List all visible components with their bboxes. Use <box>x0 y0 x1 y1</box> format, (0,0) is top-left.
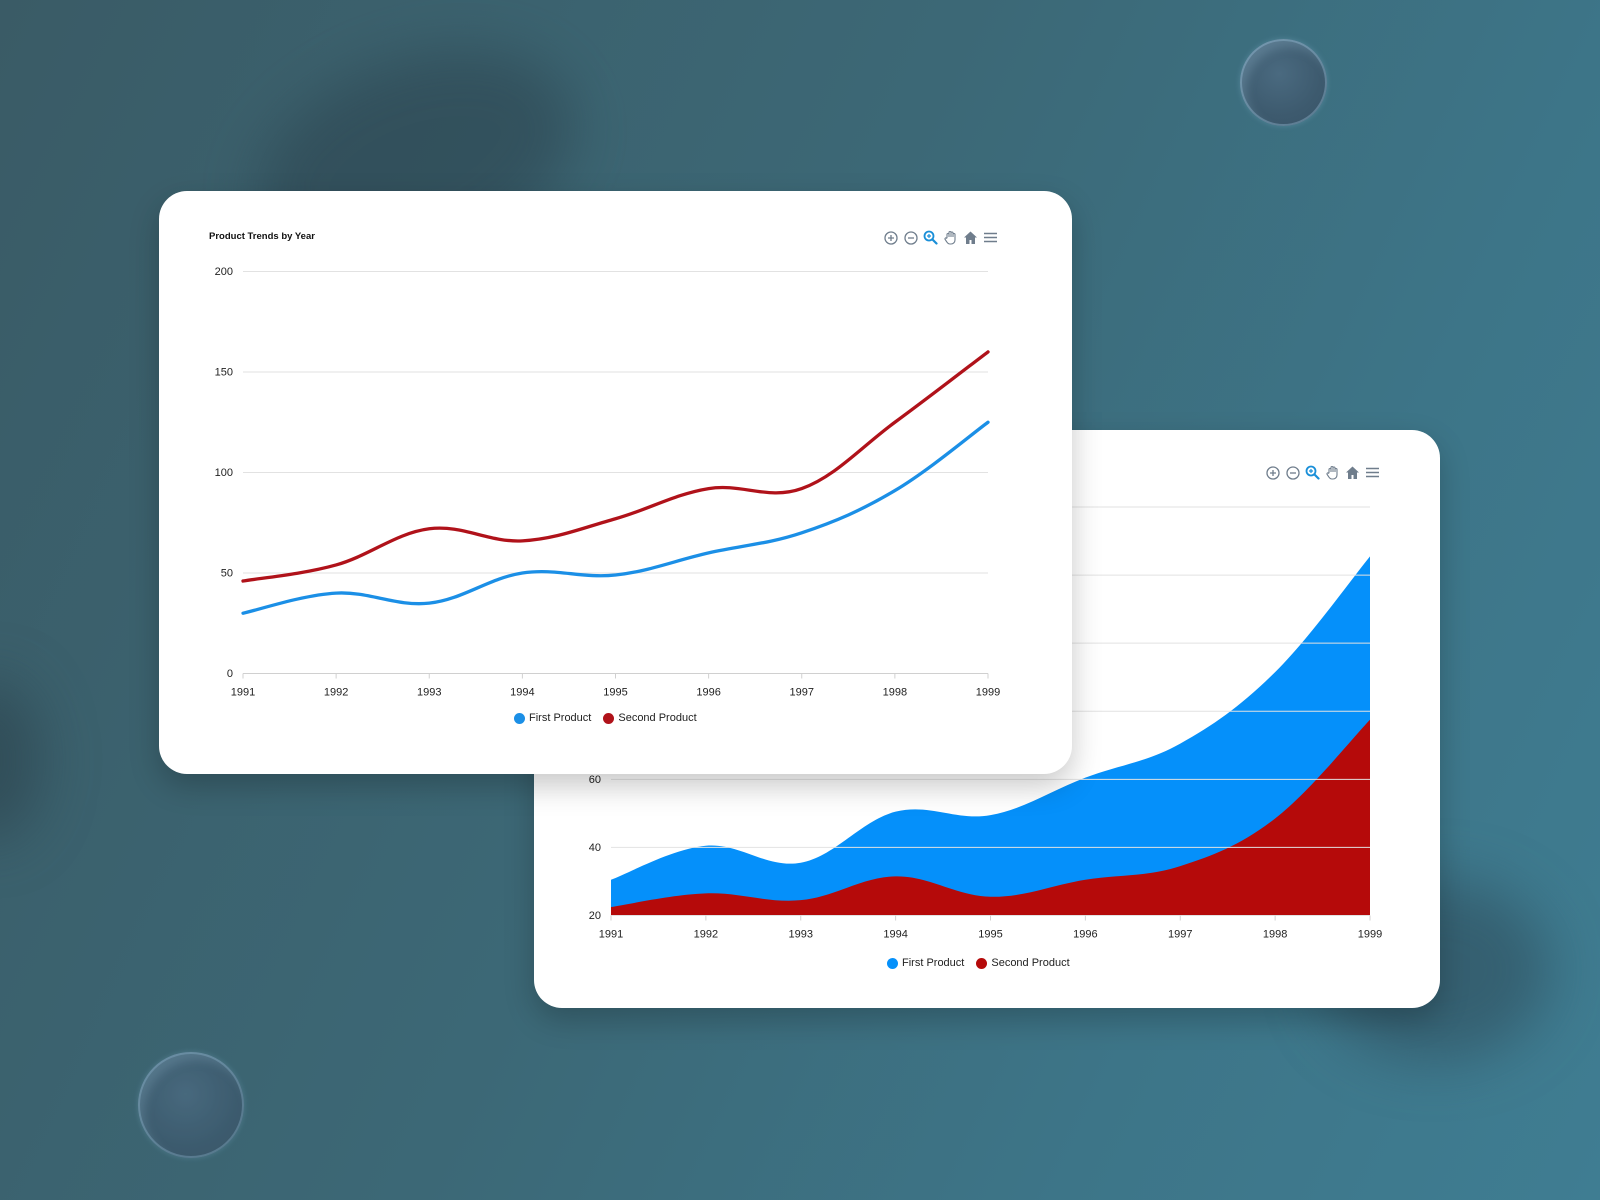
legend-label: First Product <box>529 712 592 724</box>
legend-marker-first <box>887 957 898 969</box>
line-chart-toolbar <box>883 230 998 245</box>
zoom-in-icon[interactable] <box>1265 465 1280 480</box>
zoom-out-icon[interactable] <box>903 230 918 245</box>
area-chart-legend: First Product Second Product <box>887 957 1070 969</box>
line-chart-card: Product Trends by Year First Product Sec… <box>159 191 1072 774</box>
background-blob <box>0 680 40 840</box>
background-bubble <box>1240 39 1327 126</box>
background-bubble <box>138 1052 244 1158</box>
legend-label: Second Product <box>991 957 1070 969</box>
legend-label: First Product <box>902 957 965 969</box>
menu-icon[interactable] <box>1365 465 1380 480</box>
area-chart-toolbar <box>1265 465 1380 480</box>
pan-hand-icon[interactable] <box>943 230 958 245</box>
selection-zoom-icon[interactable] <box>1305 465 1320 480</box>
legend-marker-second <box>603 712 615 724</box>
legend-item-second-product[interactable]: Second Product <box>976 957 1070 969</box>
home-reset-icon[interactable] <box>963 230 978 245</box>
menu-icon[interactable] <box>983 230 998 245</box>
legend-label: Second Product <box>618 712 697 724</box>
legend-item-second-product[interactable]: Second Product <box>603 712 697 724</box>
legend-marker-first <box>514 712 525 724</box>
zoom-in-icon[interactable] <box>883 230 898 245</box>
selection-zoom-icon[interactable] <box>923 230 938 245</box>
legend-item-first-product[interactable]: First Product <box>887 957 964 969</box>
legend-marker-second <box>976 957 988 969</box>
line-chart-legend: First Product Second Product <box>514 712 697 724</box>
pan-hand-icon[interactable] <box>1325 465 1340 480</box>
home-reset-icon[interactable] <box>1345 465 1360 480</box>
chart-title: Product Trends by Year <box>209 231 315 242</box>
legend-item-first-product[interactable]: First Product <box>514 712 591 724</box>
zoom-out-icon[interactable] <box>1285 465 1300 480</box>
